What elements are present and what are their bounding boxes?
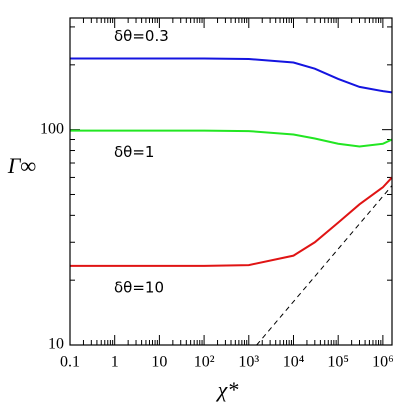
x-axis-title: χ* xyxy=(216,377,239,402)
line xyxy=(70,57,393,94)
series-label: δθ=1 xyxy=(114,143,154,161)
series-label: δθ=10 xyxy=(114,278,164,296)
x-tick-label: 10⁵ xyxy=(327,354,349,371)
x-tick-label: 0.1 xyxy=(60,354,80,371)
x-tick-label: 10³ xyxy=(238,354,259,371)
line xyxy=(256,185,393,346)
line xyxy=(70,129,393,148)
y-tick-label: 10 xyxy=(48,336,64,353)
y-tick-label: 100 xyxy=(40,120,64,137)
series-label: δθ=0.3 xyxy=(114,27,169,45)
x-tick-label: 10 xyxy=(151,354,167,371)
x-tick-label: 10⁴ xyxy=(283,354,305,371)
x-tick-label: 10² xyxy=(194,354,215,371)
x-tick-label: 1 xyxy=(111,354,119,371)
y-axis-title: Γ∞ xyxy=(7,153,37,178)
line xyxy=(70,176,393,267)
x-tick-label: 10⁶ xyxy=(372,354,394,371)
plot-frame xyxy=(69,17,393,346)
